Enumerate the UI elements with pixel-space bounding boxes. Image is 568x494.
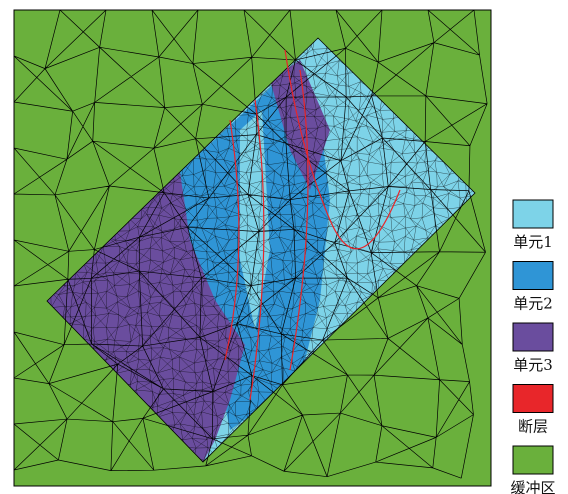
legend-label: 单元3 — [513, 356, 553, 374]
legend-swatch — [512, 445, 554, 475]
legend-swatch — [512, 322, 554, 352]
legend-label: 缓冲区 — [510, 479, 555, 494]
frame — [13, 9, 492, 487]
fault — [289, 69, 309, 371]
mesh-map — [13, 9, 492, 487]
fault — [224, 119, 240, 361]
legend-label: 断层 — [518, 418, 548, 436]
fault — [249, 99, 265, 401]
legend-label: 单元1 — [513, 233, 553, 251]
legend-label: 单元2 — [513, 295, 553, 313]
legend-swatch — [512, 261, 554, 290]
fault — [284, 49, 401, 250]
legend-swatch — [512, 199, 554, 229]
unit3-strip — [270, 60, 330, 190]
model-region-cover — [46, 37, 476, 463]
unit3-region — [47, 172, 245, 462]
legend-swatch — [512, 384, 554, 413]
